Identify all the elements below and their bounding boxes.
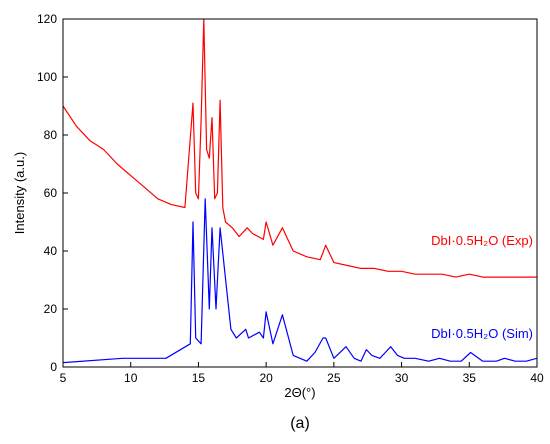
y-tick-label: 100	[37, 70, 57, 84]
x-tick-label: 5	[60, 371, 67, 385]
y-tick-label: 0	[50, 360, 57, 374]
y-tick-label: 80	[44, 128, 58, 142]
plot-frame	[62, 18, 538, 368]
x-tick-label: 20	[259, 371, 273, 385]
y-tick-label: 120	[37, 12, 57, 26]
series-layer	[63, 19, 537, 364]
series-exp-line	[63, 19, 537, 278]
x-tick-label: 40	[530, 371, 544, 385]
y-tick-label: 40	[44, 244, 58, 258]
y-tick-label: 20	[44, 302, 58, 316]
y-tick-label: 60	[44, 186, 58, 200]
series-sim-line	[63, 198, 537, 364]
x-tick-label: 25	[327, 371, 341, 385]
panel-label: (a)	[290, 415, 310, 432]
series-label-exp: DbI·0.5H₂O (Exp)	[431, 233, 533, 248]
x-tick-label: 35	[463, 371, 477, 385]
y-axis-title: Intensity (a.u.)	[12, 152, 27, 234]
x-axis-title: 2Θ(°)	[284, 385, 315, 400]
series-label-sim: DbI·0.5H₂O (Sim)	[431, 326, 533, 341]
x-tick-label: 15	[192, 371, 206, 385]
x-tick-label: 30	[395, 371, 409, 385]
x-tick-label: 10	[124, 371, 138, 385]
